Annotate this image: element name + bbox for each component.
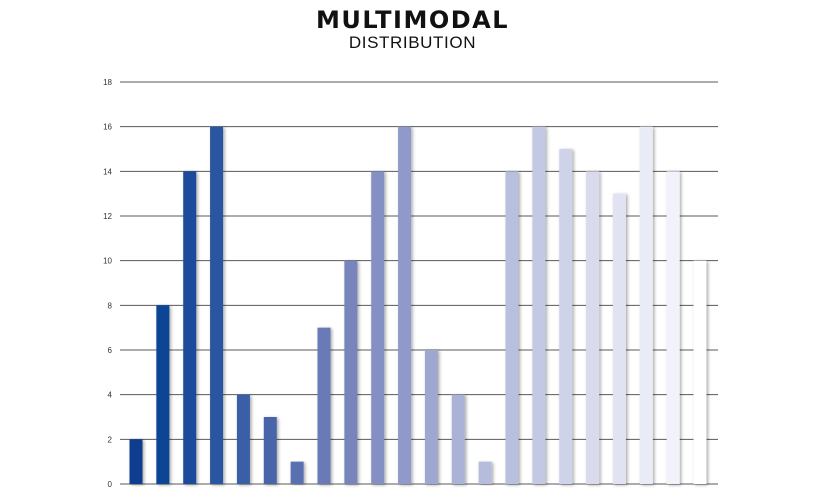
bar [639, 126, 653, 485]
bar [210, 126, 224, 485]
chart-title: MULTIMODAL [315, 6, 510, 34]
bar [129, 439, 143, 484]
bar [505, 171, 519, 485]
bar [156, 305, 170, 484]
y-tick-label: 14 [103, 167, 112, 176]
bar [344, 260, 358, 484]
bar [398, 126, 412, 485]
y-tick-label: 18 [103, 78, 112, 87]
bar [478, 461, 492, 484]
y-tick-label: 6 [108, 346, 113, 355]
bar [183, 171, 197, 485]
bar [586, 171, 600, 485]
y-tick-label: 16 [103, 123, 112, 132]
bar [371, 171, 385, 485]
y-tick-label: 10 [103, 257, 112, 266]
bar [693, 260, 707, 484]
y-tick-label: 4 [108, 391, 113, 400]
chart-subtitle: DISTRIBUTION [348, 33, 477, 52]
bar [666, 171, 680, 485]
bar [532, 126, 546, 485]
y-tick-label: 8 [108, 301, 113, 310]
bar [451, 394, 465, 484]
bar [263, 417, 277, 484]
bar [290, 461, 304, 484]
y-tick-label: 12 [103, 212, 112, 221]
bar [317, 327, 331, 484]
y-tick-label: 2 [108, 435, 113, 444]
bar [559, 149, 573, 484]
bar [424, 350, 438, 484]
bar [612, 193, 626, 484]
bar [236, 394, 250, 484]
y-tick-label: 0 [108, 480, 113, 489]
